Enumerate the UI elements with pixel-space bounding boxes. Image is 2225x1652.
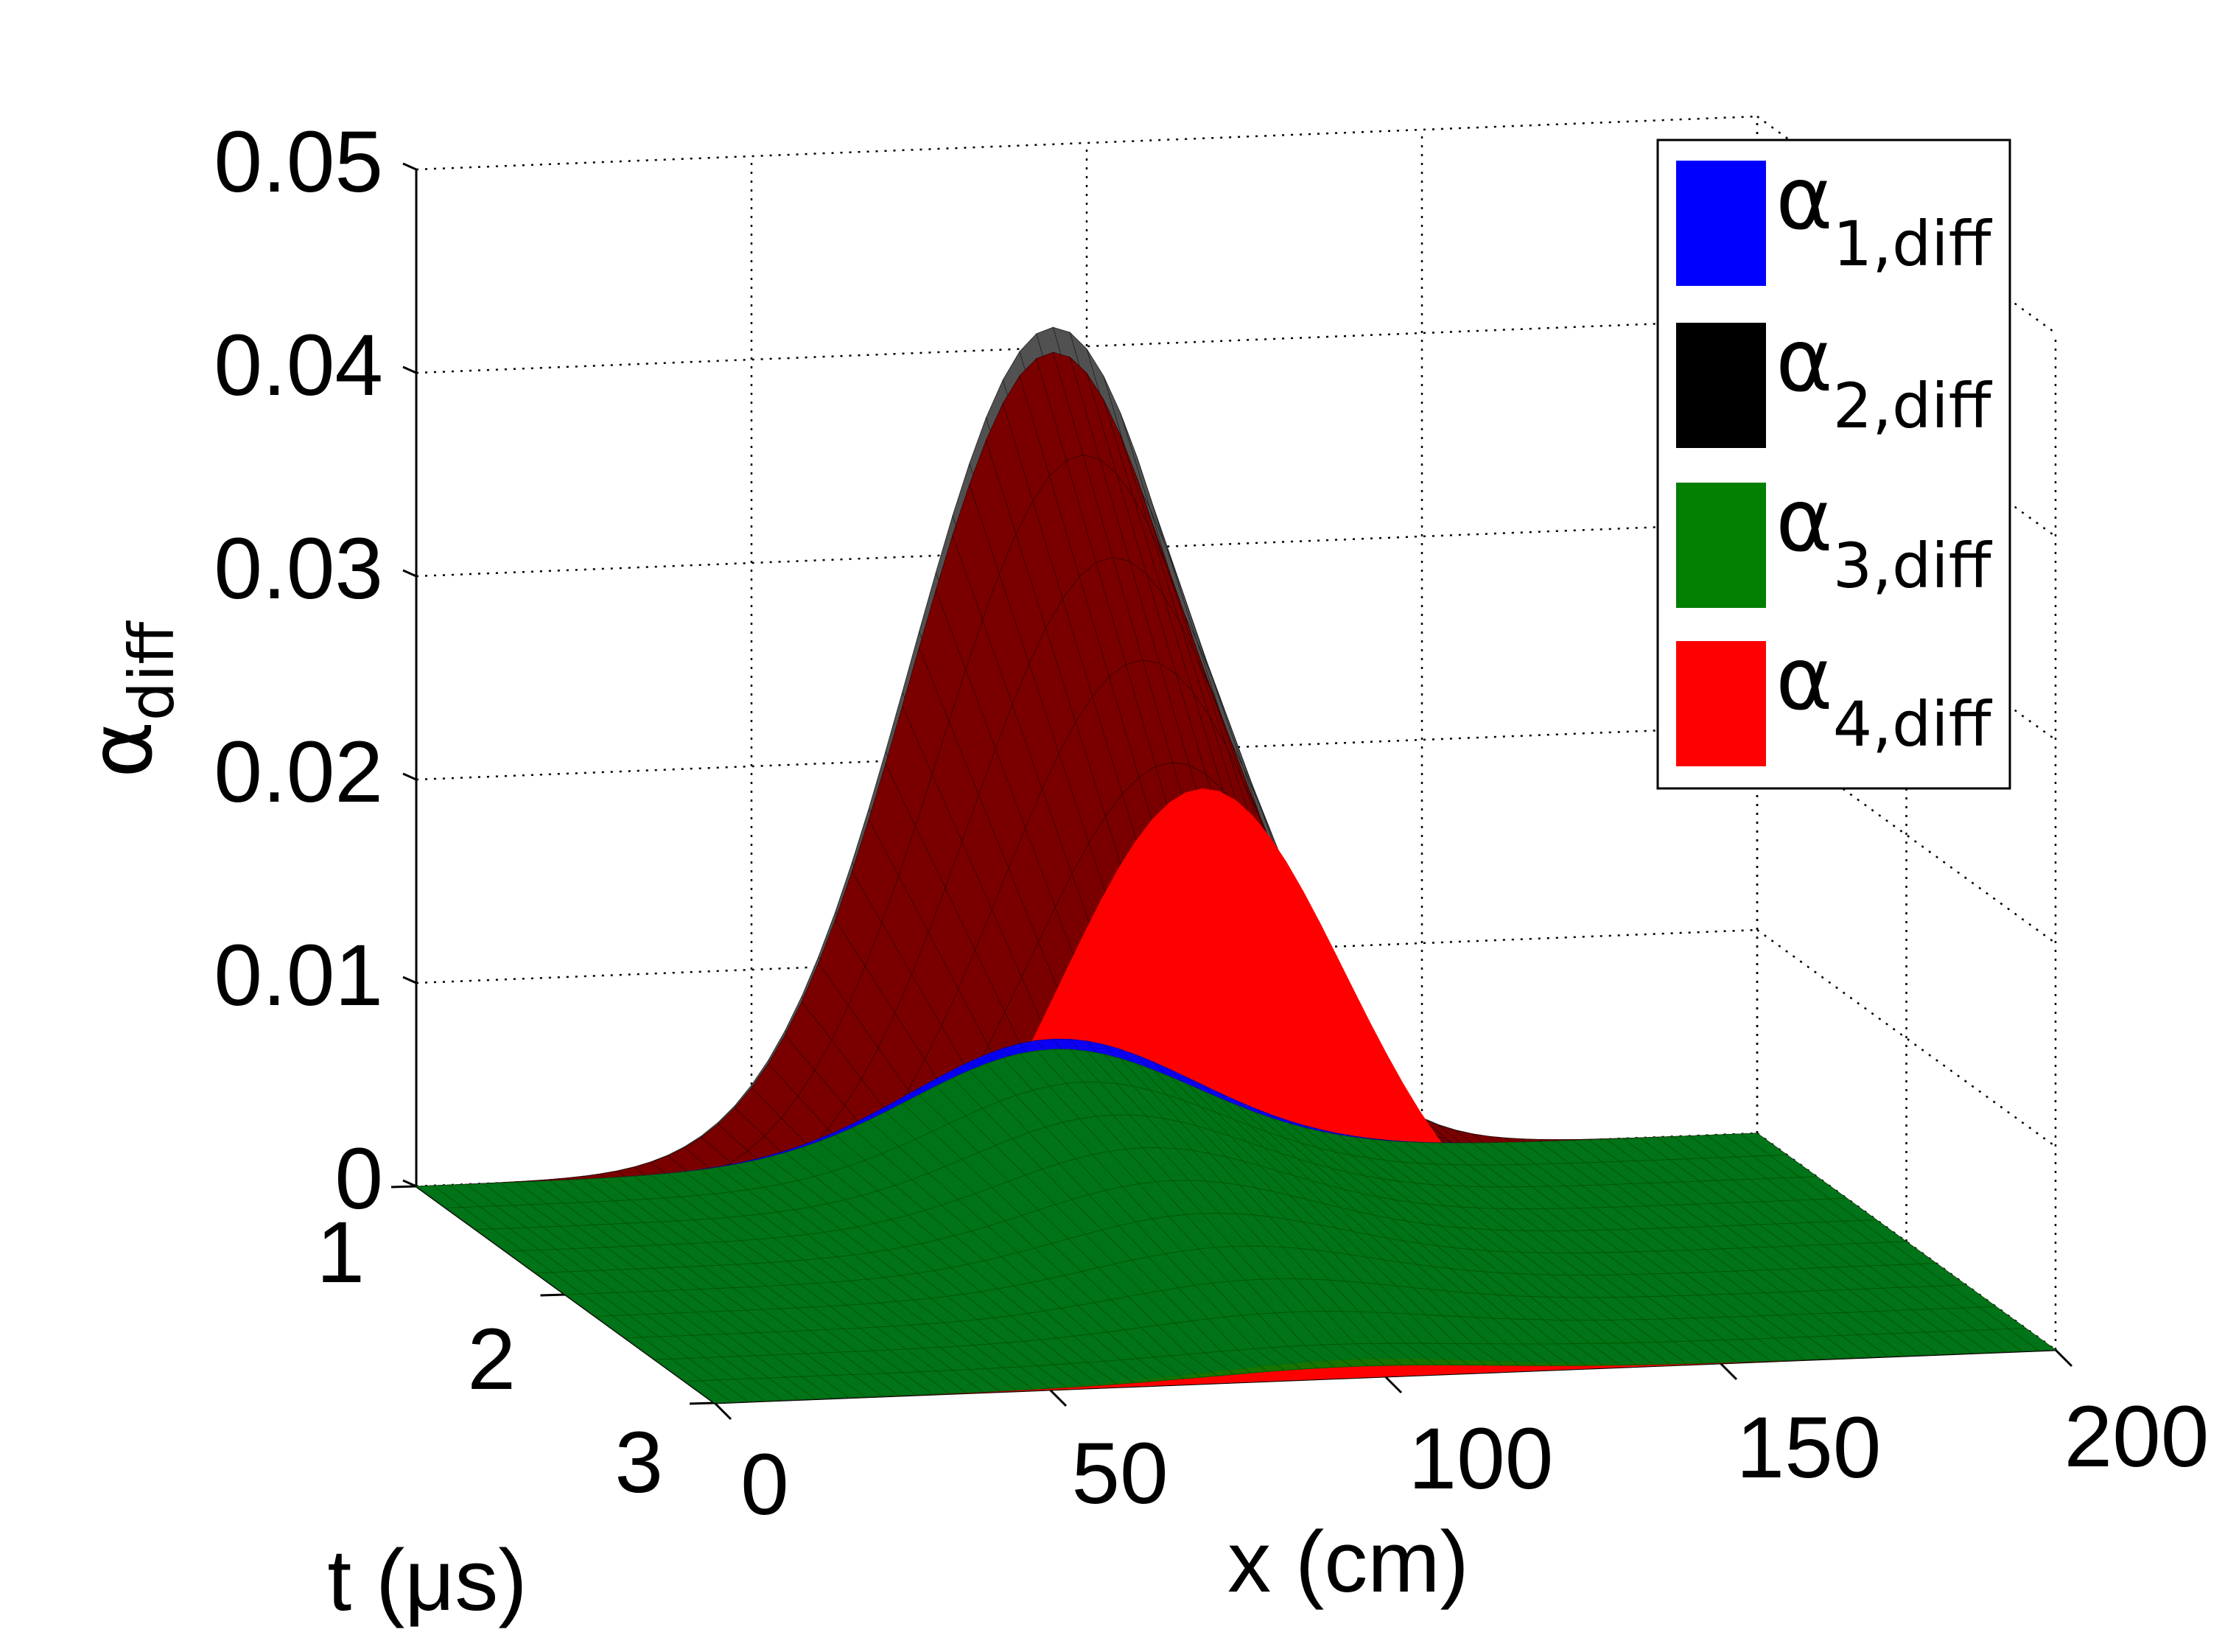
z-tick-label: 0.01 bbox=[214, 927, 383, 1024]
z-tick-mark bbox=[402, 569, 417, 578]
x-tick-mark bbox=[1048, 1388, 1068, 1407]
surface-patch bbox=[2008, 1328, 2057, 1351]
t-tick-labels: 1 2 3 bbox=[316, 1204, 663, 1511]
legend-entry-3: α3,diff bbox=[1776, 469, 1993, 602]
t-axis-label: t (μs) bbox=[327, 1532, 527, 1629]
legend-swatch-3 bbox=[1676, 483, 1766, 608]
t-tick-mark bbox=[390, 1185, 417, 1189]
x-tick-mark bbox=[2054, 1348, 2073, 1368]
z-tick-mark bbox=[402, 772, 417, 781]
x-tick-mark bbox=[1384, 1375, 1403, 1394]
legend-swatch-1 bbox=[1676, 161, 1766, 286]
z-tick-label: 0.03 bbox=[214, 520, 383, 617]
x-tick-label: 100 bbox=[1409, 1410, 1554, 1508]
surface-series-3 bbox=[415, 1049, 2057, 1404]
legend-swatch-4 bbox=[1676, 641, 1766, 766]
z-tick-mark bbox=[402, 976, 417, 984]
surface-plot bbox=[415, 326, 2057, 1404]
z-tick-label: 0.05 bbox=[214, 113, 383, 211]
z-tick-mark bbox=[402, 162, 417, 171]
legend-swatch-2 bbox=[1676, 323, 1766, 448]
x-tick-label: 50 bbox=[1071, 1425, 1168, 1522]
z-tick-mark bbox=[402, 365, 417, 374]
x-tick-label: 0 bbox=[740, 1436, 789, 1533]
grid-line bbox=[416, 115, 1758, 171]
legend: α1,diff α2,diff α3,diff α4,diff bbox=[1656, 139, 2011, 790]
x-tick-labels: 0 50 100 150 200 bbox=[740, 1388, 2209, 1533]
x-tick-label: 200 bbox=[2064, 1388, 2210, 1485]
z-tick-label: 0.04 bbox=[214, 317, 383, 414]
legend-entry-2: α2,diff bbox=[1776, 309, 1993, 442]
x-tick-mark bbox=[1719, 1362, 1738, 1381]
t-tick-label: 2 bbox=[467, 1311, 516, 1408]
t-tick-label: 3 bbox=[614, 1414, 663, 1511]
x-tick-mark bbox=[713, 1401, 732, 1421]
t-tick-mark bbox=[689, 1401, 715, 1405]
z-tick-label: 0.02 bbox=[214, 724, 383, 821]
legend-entry-4: α4,diff bbox=[1776, 628, 1993, 760]
x-tick-label: 150 bbox=[1737, 1399, 1882, 1497]
x-axis-label: x (cm) bbox=[1227, 1513, 1469, 1611]
z-axis-label-subscript: diff bbox=[116, 620, 188, 721]
t-tick-label: 1 bbox=[316, 1204, 365, 1301]
legend-entry-1: α1,diff bbox=[1776, 147, 1993, 280]
z-tick-label: 0 bbox=[334, 1130, 383, 1228]
z-axis-label: αdiff bbox=[70, 620, 188, 778]
z-axis-label-symbol: α bbox=[70, 721, 172, 778]
z-tick-labels: 0 0.01 0.02 0.03 0.04 0.05 bbox=[214, 113, 383, 1228]
svg-text:αdiff: αdiff bbox=[70, 620, 188, 778]
